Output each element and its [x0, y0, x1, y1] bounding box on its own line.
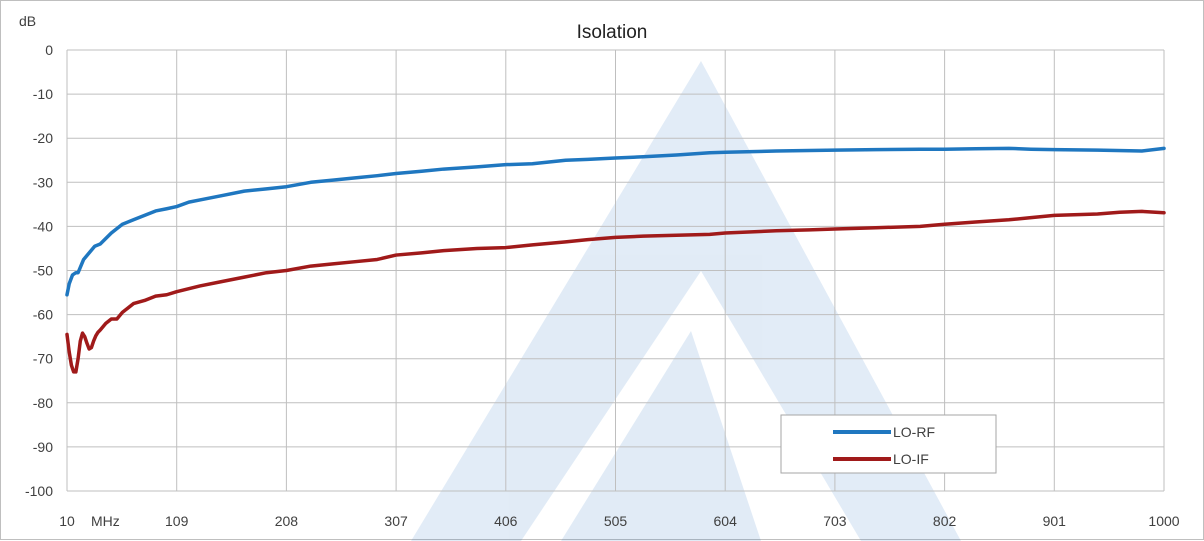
legend: LO-RF LO-IF	[780, 414, 997, 474]
series-layer	[65, 146, 1166, 374]
legend-box	[780, 414, 997, 474]
x-tick-label: 1000	[1148, 513, 1179, 529]
y-tick-label: -40	[33, 218, 53, 234]
y-tick-label: -90	[33, 439, 53, 455]
y-tick-label: -10	[33, 86, 53, 102]
x-axis-unit-label: MHz	[91, 513, 120, 529]
y-tick-label: -30	[33, 174, 53, 190]
x-tick-label: 307	[384, 513, 408, 529]
y-tick-label: -70	[33, 351, 53, 367]
legend-label-lo-rf: LO-RF	[893, 424, 935, 440]
x-tick-label: 802	[933, 513, 957, 529]
legend-label-lo-if: LO-IF	[893, 451, 929, 467]
y-tick-label: -80	[33, 395, 53, 411]
x-tick-label: 901	[1043, 513, 1067, 529]
x-tick-label: 406	[494, 513, 518, 529]
series-line-lo-if	[65, 209, 1166, 374]
y-tick-label: -50	[33, 263, 53, 279]
grid-layer	[66, 49, 1165, 492]
chart-title: Isolation	[577, 22, 648, 43]
y-axis-unit-label: dB	[19, 13, 36, 29]
y-tick-label: 0	[45, 42, 53, 58]
x-tick-label: 208	[275, 513, 299, 529]
series-line-lo-rf	[65, 146, 1166, 297]
y-tick-label: -60	[33, 307, 53, 323]
y-tick-label: -20	[33, 130, 53, 146]
x-tick-label: 604	[714, 513, 738, 529]
x-tick-label: 505	[604, 513, 628, 529]
y-tick-label: -100	[25, 483, 53, 499]
x-tick-label: 109	[165, 513, 189, 529]
x-tick-label: 703	[823, 513, 847, 529]
x-tick-label: 10	[59, 513, 75, 529]
axis-layer: 0 -10 -20 -30 -40 -50 -60 -70 -80 -90 -100 10 109 208…	[25, 42, 1180, 529]
